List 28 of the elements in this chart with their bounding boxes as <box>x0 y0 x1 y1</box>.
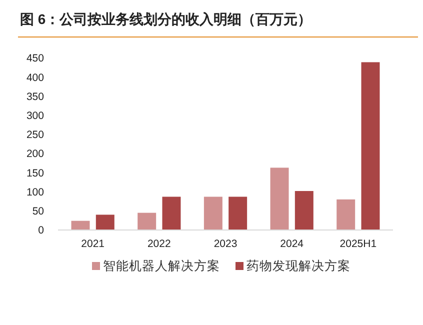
bar <box>71 220 90 230</box>
legend-label: 智能机器人解决方案 <box>103 258 220 273</box>
x-tick-label: 2022 <box>147 238 171 250</box>
bar <box>294 191 314 230</box>
x-tick-label: 2021 <box>81 238 105 250</box>
chart-title: 图 6：公司按业务线划分的收入明细（百万元） <box>20 11 312 27</box>
bar <box>138 212 156 230</box>
bar <box>361 62 380 230</box>
bar <box>336 199 356 230</box>
y-tick-label: 300 <box>26 110 44 122</box>
bar <box>228 196 248 230</box>
y-tick-label: 450 <box>26 52 44 65</box>
y-tick-label: 400 <box>26 72 44 84</box>
y-tick-label: 250 <box>26 129 44 142</box>
y-tick-label: 0 <box>38 224 44 237</box>
legend-label: 药物发现解决方案 <box>246 258 350 273</box>
bar <box>204 196 222 230</box>
y-tick-label: 350 <box>26 90 44 103</box>
y-tick-label: 100 <box>26 186 44 198</box>
bar <box>162 196 181 230</box>
bar <box>96 214 114 230</box>
y-tick-label: 150 <box>26 167 44 180</box>
y-tick-label: 50 <box>32 206 44 218</box>
x-tick-label: 2025H1 <box>340 238 377 250</box>
bar <box>270 168 289 230</box>
x-tick-label: 2024 <box>280 238 304 250</box>
y-tick-label: 200 <box>26 148 44 160</box>
x-tick-label: 2023 <box>214 238 238 250</box>
